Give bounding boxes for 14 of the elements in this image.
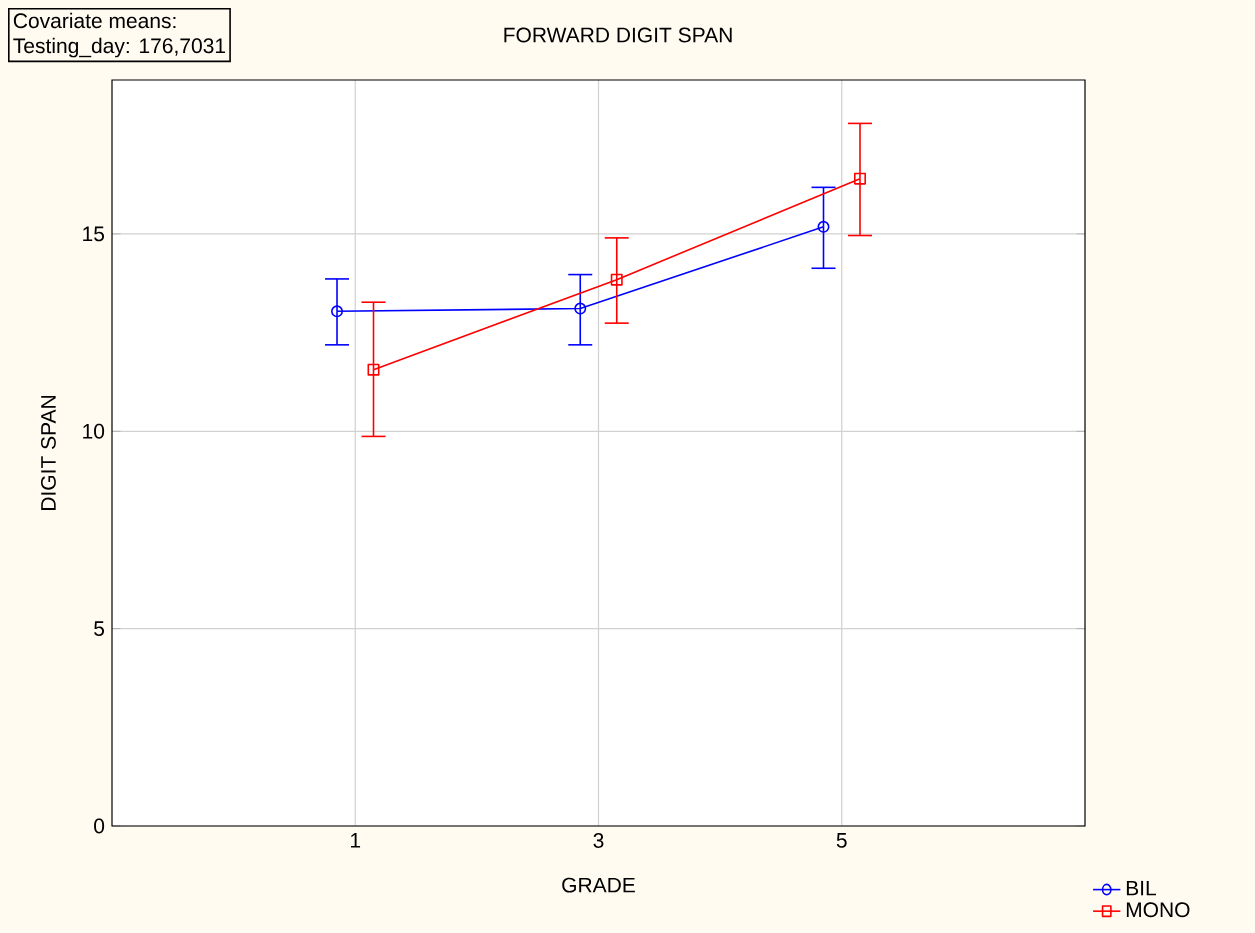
y-tick-label: 15 — [83, 226, 105, 242]
text: Covariate means: — [13, 12, 176, 29]
text: Testing_day: 176,7031 — [13, 37, 225, 58]
x-tick-label: 5 — [836, 833, 847, 848]
chart-title: FORWARD DIGIT SPAN — [504, 27, 732, 43]
y-tick-label: 5 — [94, 621, 105, 636]
y-axis-title: DIGIT SPAN — [41, 395, 56, 510]
x-tick-label: 3 — [593, 833, 604, 848]
x-tick-label: 1 — [351, 833, 361, 848]
y-tick-label: 10 — [83, 423, 105, 439]
legend-label: BIL — [1126, 880, 1156, 896]
legend-label: MONO — [1126, 902, 1190, 918]
x-axis-title: GRADE — [562, 877, 635, 893]
y-tick-label: 0 — [94, 818, 105, 834]
